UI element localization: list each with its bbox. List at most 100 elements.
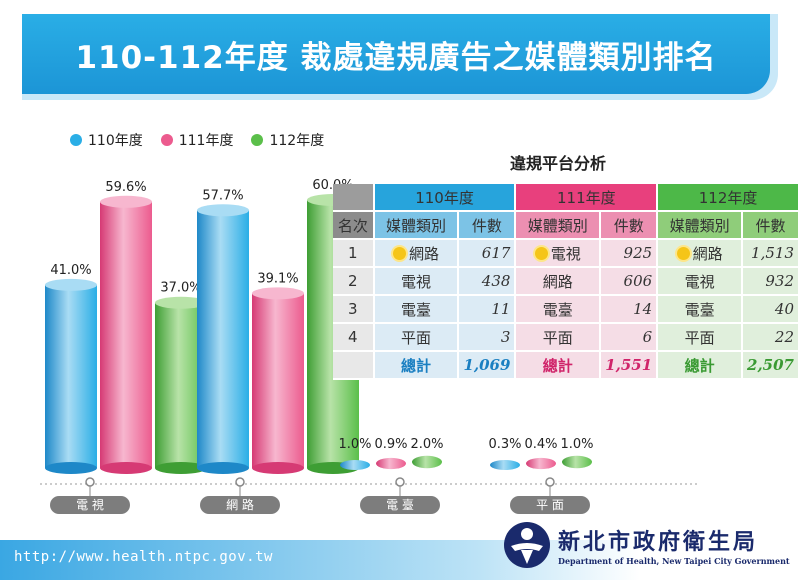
- header-year-112: 112年度: [658, 184, 800, 212]
- axis-dot: [545, 477, 555, 487]
- rank-cell: 2: [333, 268, 375, 296]
- data-label: 0.9%: [374, 437, 407, 452]
- type-cell-110: 電臺: [374, 296, 460, 324]
- header-count-111: 件數: [601, 212, 659, 240]
- bar-top: [155, 296, 207, 309]
- legend-label-112: 112年度: [269, 133, 325, 149]
- legend-label-110: 110年度: [88, 133, 143, 149]
- type-cell-112: 電臺: [658, 296, 743, 324]
- type-cell-110: 電視: [374, 268, 460, 296]
- data-label: 0.4%: [524, 437, 557, 452]
- type-cell-110: 網路: [374, 240, 460, 268]
- rank-cell: 4: [333, 324, 375, 352]
- type-text: 網路: [409, 244, 440, 263]
- header-count-112: 件數: [742, 212, 800, 240]
- count-cell-112: 932: [742, 268, 800, 296]
- header-type-110: 媒體類別: [374, 212, 460, 240]
- category-label: 平 面: [536, 498, 564, 512]
- bar-112年度-3: [562, 455, 592, 469]
- type-cell-111: 網路: [516, 268, 602, 296]
- rank-cell: 3: [333, 296, 375, 324]
- data-label: 37.0%: [160, 281, 201, 296]
- category-pill: [360, 496, 440, 514]
- total-count-110: 1,069: [459, 352, 517, 380]
- bar-112年度-2: [412, 455, 442, 469]
- data-label: 0.3%: [488, 437, 521, 452]
- category-label: 電 臺: [386, 497, 414, 512]
- table-row: 3 電臺 11 電臺 14 電臺 40: [333, 296, 800, 324]
- footer-url[interactable]: http://www.health.ntpc.gov.tw: [14, 549, 273, 565]
- ranking-table: 110年度 111年度 112年度 名次 媒體類別 件數 媒體類別 件數 媒體類…: [333, 184, 800, 380]
- sun-icon: [676, 246, 690, 260]
- category-pill: [200, 496, 280, 514]
- bar-110年度-1: [197, 210, 249, 469]
- legend-dot-112: [251, 134, 264, 146]
- sun-icon: [534, 246, 548, 260]
- count-cell-110: 3: [459, 324, 517, 352]
- total-label-112: 總計: [658, 352, 743, 380]
- type-cell-112: 平面: [658, 324, 743, 352]
- legend-item-112: 112年度: [251, 130, 324, 150]
- health-bureau-logo-icon: [504, 522, 550, 568]
- chart-legend: 110年度 111年度 112年度: [70, 130, 324, 150]
- total-label-111: 總計: [516, 352, 602, 380]
- rank-cell: 1: [333, 240, 375, 268]
- axis-dot: [395, 477, 405, 487]
- sun-icon: [393, 246, 407, 260]
- legend-item-111: 111年度: [160, 130, 234, 150]
- type-text: 網路: [692, 244, 723, 263]
- header-blank-cell: [333, 184, 375, 212]
- bar-base: [155, 462, 207, 474]
- type-cell-111: 電臺: [516, 296, 602, 324]
- table-title: 違規平台分析: [510, 154, 607, 173]
- count-cell-112: 1,513: [742, 240, 800, 268]
- total-label-110: 總計: [374, 352, 460, 380]
- count-cell-110: 438: [459, 268, 517, 296]
- table-row: 1 網路 617 電視 925 網路 1,513: [333, 240, 800, 268]
- bar-111年度-1: [252, 293, 304, 468]
- table-year-header-row: 110年度 111年度 112年度: [333, 184, 800, 212]
- category-label: 電 視: [76, 497, 104, 512]
- org-subtitle: Department of Health, New Taipei City Go…: [558, 556, 790, 566]
- count-cell-111: 14: [601, 296, 659, 324]
- type-cell-111: 平面: [516, 324, 602, 352]
- bar-top: [197, 204, 249, 217]
- bar-110年度-2: [340, 460, 370, 470]
- data-label: 57.7%: [202, 188, 243, 203]
- bar-top: [252, 287, 304, 300]
- count-cell-111: 606: [601, 268, 659, 296]
- legend-label-111: 111年度: [178, 133, 234, 149]
- header-type-112: 媒體類別: [658, 212, 743, 240]
- bar-110年度-0: [45, 284, 97, 468]
- category-pill: [510, 496, 590, 514]
- data-label: 1.0%: [560, 437, 593, 452]
- data-label: 39.1%: [257, 271, 298, 286]
- table-column-header-row: 名次 媒體類別 件數 媒體類別 件數 媒體類別 件數: [333, 212, 800, 240]
- bar-base: [100, 462, 152, 474]
- header-rank: 名次: [333, 212, 375, 240]
- type-cell-112: 電視: [658, 268, 743, 296]
- count-cell-110: 11: [459, 296, 517, 324]
- data-label: 1.0%: [338, 437, 371, 452]
- total-blank-cell: [333, 352, 375, 380]
- axis-dot: [235, 477, 245, 487]
- total-count-111: 1,551: [601, 352, 659, 380]
- bar-110年度-3: [490, 460, 520, 470]
- header-type-111: 媒體類別: [516, 212, 602, 240]
- bar-top: [45, 278, 97, 291]
- table-row: 2 電視 438 網路 606 電視 932: [333, 268, 800, 296]
- title-banner: 110-112年度 裁處違規廣告之媒體類別排名: [22, 14, 770, 94]
- bar-top: [100, 195, 152, 208]
- header-count-110: 件數: [459, 212, 517, 240]
- header-year-110: 110年度: [374, 184, 517, 212]
- header-year-111: 111年度: [516, 184, 659, 212]
- page-title: 110-112年度 裁處違規廣告之媒體類別排名: [75, 39, 717, 76]
- axis-dot: [85, 477, 95, 487]
- data-label: 41.0%: [50, 263, 91, 278]
- data-label: 2.0%: [410, 437, 443, 452]
- type-text: 電視: [550, 244, 581, 263]
- count-cell-111: 925: [601, 240, 659, 268]
- org-name: 新北市政府衛生局: [558, 529, 759, 555]
- type-cell-111: 電視: [516, 240, 602, 268]
- bar-111年度-3: [526, 457, 556, 470]
